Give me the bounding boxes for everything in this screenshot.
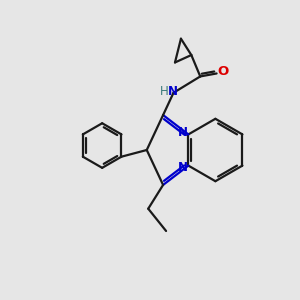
Text: N: N	[178, 160, 188, 174]
Text: O: O	[218, 65, 229, 79]
Text: N: N	[178, 126, 188, 140]
Text: H: H	[160, 85, 168, 98]
Text: N: N	[168, 85, 178, 98]
